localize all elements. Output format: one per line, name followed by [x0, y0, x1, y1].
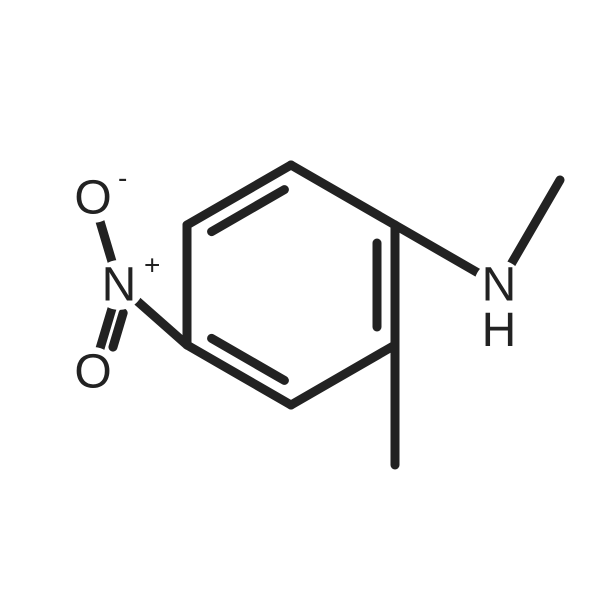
- molecule-diagram: NHN+O-O: [0, 0, 600, 600]
- svg-text:+: +: [144, 249, 160, 280]
- svg-text:H: H: [482, 304, 517, 357]
- svg-text:N: N: [102, 259, 137, 312]
- svg-text:O: O: [74, 346, 111, 399]
- svg-text:O: O: [74, 172, 111, 225]
- svg-text:-: -: [118, 162, 127, 193]
